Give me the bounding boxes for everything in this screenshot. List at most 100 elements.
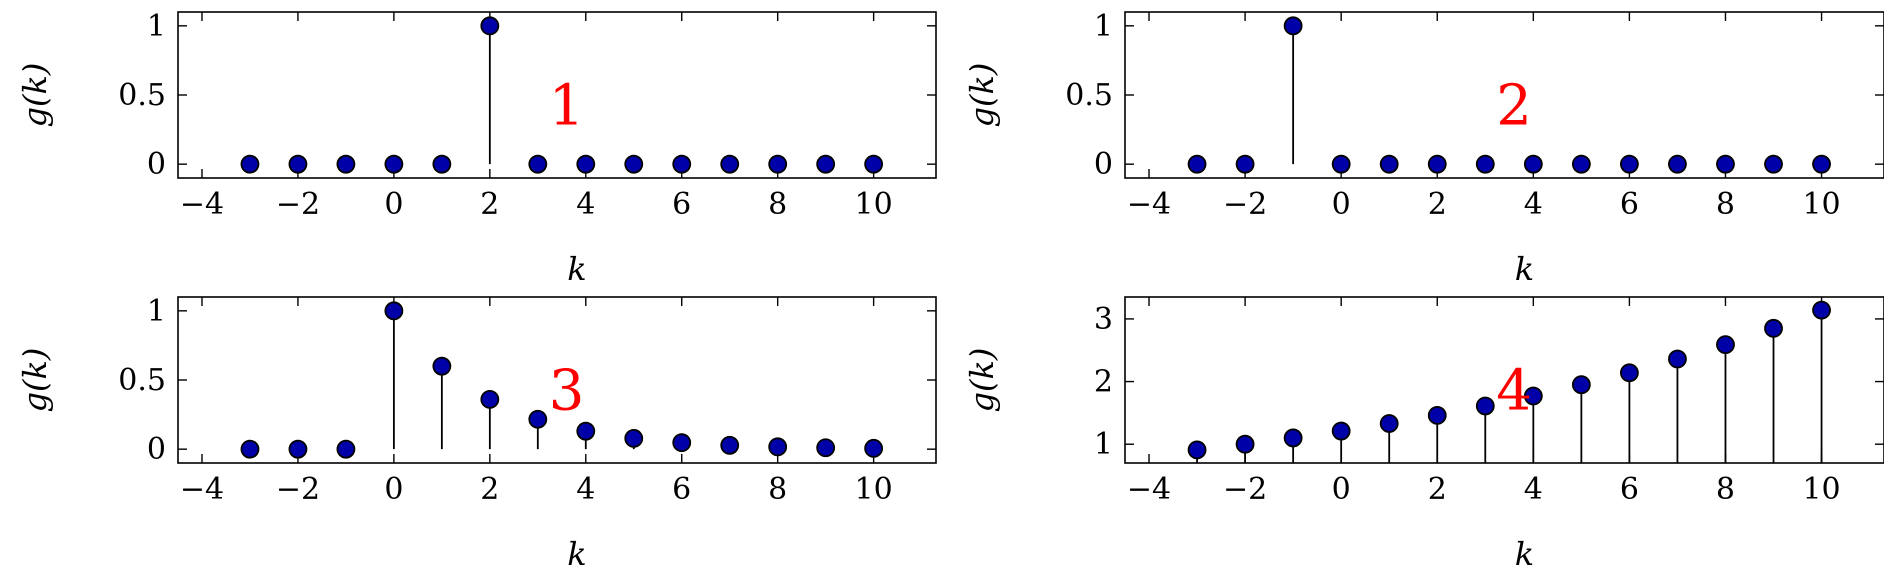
- x-tick-label: 0: [1332, 472, 1351, 507]
- stem-marker: [384, 154, 404, 174]
- stem-marker: [1619, 363, 1639, 383]
- x-tick-label: −4: [180, 472, 224, 507]
- x-tick-label: 6: [1620, 472, 1639, 507]
- stem-marker: [1475, 396, 1495, 416]
- stem-marker: [576, 154, 596, 174]
- x-tick-label: 2: [480, 472, 499, 507]
- x-axis-label: k: [567, 250, 586, 288]
- x-tick-label: 10: [1802, 187, 1840, 222]
- stem-marker: [1668, 349, 1687, 369]
- y-tick-label: 3: [1094, 302, 1113, 337]
- x-tick-label: 6: [672, 187, 691, 222]
- stem-marker: [1331, 154, 1351, 174]
- y-axis-label: g(k): [16, 63, 54, 128]
- stem-marker: [432, 356, 452, 376]
- stem-marker: [816, 154, 836, 174]
- panel-number: 1: [549, 74, 585, 139]
- x-tick-label: −2: [276, 472, 320, 507]
- x-tick-label: 10: [855, 472, 893, 507]
- stem-marker: [1379, 154, 1399, 174]
- x-tick-label: 8: [768, 187, 787, 222]
- stem-marker: [1187, 154, 1207, 174]
- stem-marker: [1716, 154, 1735, 174]
- stem-marker: [1283, 428, 1303, 448]
- x-tick-label: 8: [1716, 187, 1735, 222]
- stem-marker: [576, 421, 596, 441]
- stem-marker: [1331, 421, 1351, 441]
- x-tick-label: −2: [1223, 187, 1267, 222]
- stem-marker: [720, 154, 740, 174]
- stem-marker: [432, 154, 452, 174]
- y-tick-label: 1: [147, 294, 166, 329]
- stem-marker: [1571, 154, 1591, 174]
- y-tick-label: 0.5: [118, 78, 166, 113]
- stem-marker: [480, 389, 500, 409]
- stem-marker: [288, 154, 308, 174]
- x-axis-label: k: [1515, 535, 1534, 573]
- x-tick-label: 8: [768, 472, 787, 507]
- stem-marker: [1427, 405, 1447, 425]
- x-tick-label: 10: [855, 187, 893, 222]
- stem-marker: [1812, 154, 1831, 174]
- x-axis-label: k: [567, 535, 586, 573]
- stem-marker: [1427, 154, 1447, 174]
- stem-marker: [624, 154, 644, 174]
- plot-frame: [1124, 296, 1884, 464]
- x-tick-label: 4: [576, 472, 595, 507]
- stem-marker: [1235, 154, 1255, 174]
- stem-marker: [672, 433, 692, 453]
- x-axis-label: k: [1515, 250, 1534, 288]
- chart-panel-2: −4 −2 0 2 4 6 8 10 0 0.5 1 k g(k) 2: [963, 9, 1884, 288]
- chart-panel-1: −4 −2 0 2 4 6 8 10 0 0.5 1 k g(k) 1: [16, 9, 937, 288]
- y-tick-label: 0: [1094, 147, 1113, 182]
- stem-marker: [1235, 434, 1255, 454]
- stem-marker: [528, 154, 548, 174]
- stem-marker: [528, 409, 548, 429]
- x-tick-label: 6: [1620, 187, 1639, 222]
- x-tick-label: 2: [1428, 187, 1447, 222]
- y-tick-label: 1: [1094, 9, 1113, 44]
- stem-marker: [1283, 16, 1303, 36]
- stem-marker: [1187, 440, 1207, 460]
- x-tick-label: 2: [480, 187, 499, 222]
- chart-panel-3: −4 −2 0 2 4 6 8 10 0 0.5 1 k g(k) 3: [16, 294, 937, 573]
- panel-number: 4: [1496, 359, 1532, 424]
- x-tick-label: −4: [1127, 472, 1171, 507]
- stem-marker: [1523, 154, 1543, 174]
- stem-marker: [624, 428, 644, 448]
- stem-marker: [1571, 375, 1591, 395]
- x-tick-label: −4: [1127, 187, 1171, 222]
- stem-marker: [240, 439, 260, 459]
- x-tick-label: 4: [1524, 472, 1543, 507]
- x-tick-label: 10: [1802, 472, 1840, 507]
- y-tick-label: 0: [147, 147, 166, 182]
- x-tick-label: −2: [276, 187, 320, 222]
- stem-marker: [864, 438, 884, 458]
- y-axis-label: g(k): [963, 348, 1001, 413]
- x-tick-label: −2: [1223, 472, 1267, 507]
- stem-marker: [480, 16, 500, 36]
- x-tick-label: 0: [384, 187, 403, 222]
- panel-number: 3: [549, 359, 585, 424]
- stem-marker: [768, 154, 788, 174]
- stem-marker: [1812, 300, 1831, 320]
- stem-marker: [240, 154, 260, 174]
- x-tick-label: 4: [1524, 187, 1543, 222]
- panel-number: 2: [1496, 74, 1532, 139]
- x-tick-label: −4: [180, 187, 224, 222]
- stem-marker: [1716, 335, 1735, 355]
- stem-marker: [288, 439, 308, 459]
- stem-marker: [768, 437, 788, 457]
- x-tick-label: 4: [576, 187, 595, 222]
- stem-marker: [672, 154, 692, 174]
- x-tick-label: 0: [384, 472, 403, 507]
- y-tick-label: 0.5: [118, 363, 166, 398]
- stem-marker: [336, 154, 356, 174]
- x-tick-label: 0: [1332, 187, 1351, 222]
- x-tick-label: 6: [672, 472, 691, 507]
- y-axis-label: g(k): [16, 348, 54, 413]
- y-axis-label: g(k): [963, 63, 1001, 128]
- stem-marker: [1379, 414, 1399, 433]
